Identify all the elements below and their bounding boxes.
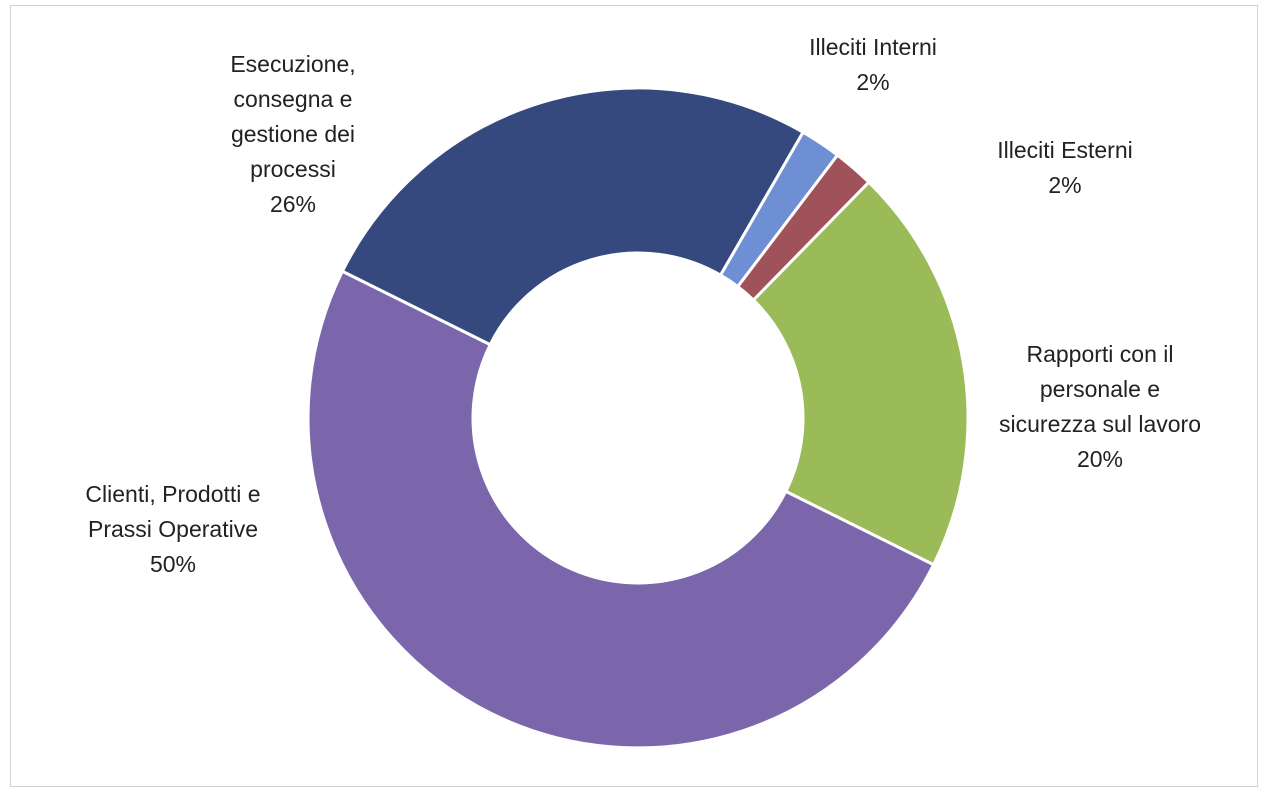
value-label: 2%: [856, 69, 890, 95]
slice: [751, 180, 970, 567]
category-label: Esecuzione, consegna e gestione dei proc…: [230, 51, 356, 182]
category-label: Rapporti con il personale e sicurezza su…: [999, 341, 1201, 437]
data-label: Rapporti con il personale e sicurezza su…: [998, 337, 1203, 477]
data-label: Esecuzione, consegna e gestione dei proc…: [204, 47, 382, 222]
data-label: Illeciti Interni 2%: [763, 30, 983, 100]
chart-frame: [10, 5, 1258, 787]
value-label: 50%: [149, 551, 197, 577]
category-label: Illeciti Interni: [809, 34, 937, 60]
data-label: Clienti, Prodotti e Prassi Operative 50%: [78, 477, 268, 582]
category-label: Illeciti Esterni: [997, 137, 1133, 163]
slice: [340, 86, 806, 347]
category-label: Clienti, Prodotti e Prassi Operative: [85, 481, 261, 542]
value-label: 20%: [1076, 446, 1124, 472]
data-label: Illeciti Esterni 2%: [955, 133, 1175, 203]
slice: [306, 269, 936, 750]
value-label: 26%: [269, 191, 317, 217]
value-label: 2%: [1048, 172, 1082, 198]
